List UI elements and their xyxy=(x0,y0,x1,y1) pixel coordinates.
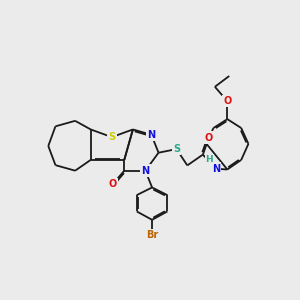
Text: O: O xyxy=(109,179,117,189)
Text: O: O xyxy=(205,133,213,142)
Text: O: O xyxy=(223,96,232,106)
Text: N: N xyxy=(212,164,220,174)
Text: S: S xyxy=(108,132,116,142)
Text: N: N xyxy=(147,130,155,140)
Text: H: H xyxy=(206,155,213,164)
Text: Br: Br xyxy=(146,230,158,240)
Text: N: N xyxy=(141,166,149,176)
Text: S: S xyxy=(173,144,180,154)
